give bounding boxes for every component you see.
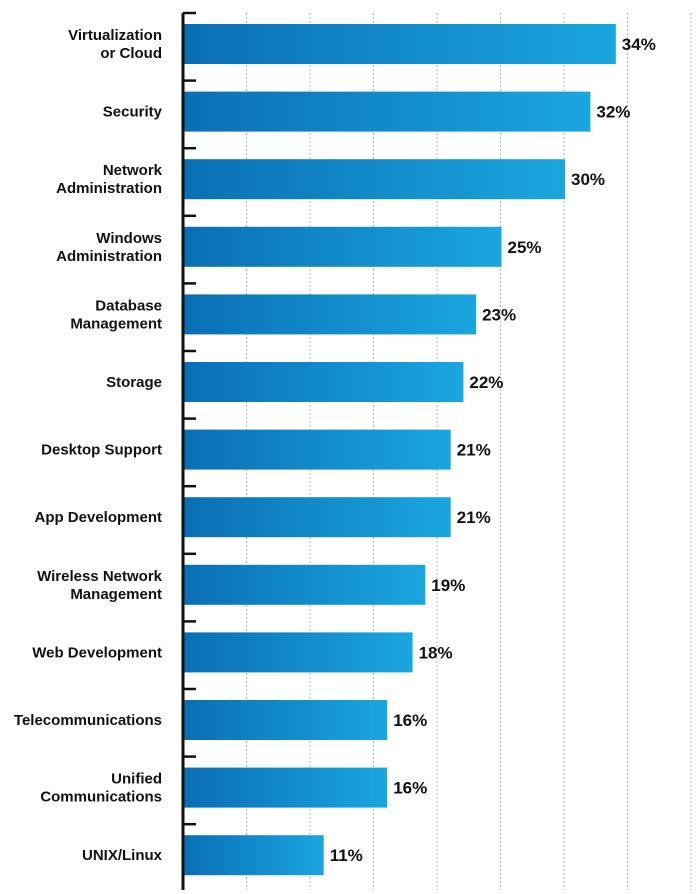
category-label: Storage	[106, 374, 162, 391]
category-label: App Development	[34, 509, 162, 526]
category-label: Web Development	[32, 644, 162, 661]
value-label: 19%	[431, 576, 465, 595]
value-label: 16%	[393, 711, 427, 730]
category-label: Unified Communications	[40, 771, 162, 806]
bar	[184, 227, 502, 267]
value-label: 21%	[457, 508, 491, 527]
bar	[184, 497, 451, 537]
bar	[184, 430, 451, 470]
value-label: 22%	[469, 373, 503, 392]
bar	[184, 835, 324, 875]
category-label: Wireless Network Management	[37, 568, 163, 603]
category-label: Telecommunications	[14, 712, 162, 729]
value-label: 16%	[393, 779, 427, 798]
bar	[184, 159, 565, 199]
category-label: Network Administration	[56, 162, 162, 197]
value-label: 32%	[596, 103, 630, 122]
category-label: Desktop Support	[41, 442, 162, 459]
value-label: 25%	[508, 238, 542, 257]
bars	[184, 24, 616, 875]
bar	[184, 700, 387, 740]
value-label: 11%	[330, 846, 363, 865]
category-label: Windows Administration	[56, 230, 162, 265]
bar	[184, 565, 425, 605]
value-label: 30%	[571, 170, 605, 189]
category-label: Database Management	[70, 297, 162, 332]
category-label: UNIX/Linux	[82, 847, 163, 864]
bar	[184, 632, 413, 672]
bar	[184, 92, 590, 132]
category-label: Security	[103, 104, 163, 121]
bar	[184, 24, 616, 64]
category-label: Virtualization or Cloud	[68, 27, 162, 62]
value-label: 23%	[482, 305, 516, 324]
bar	[184, 294, 476, 334]
bar	[184, 362, 463, 402]
value-label: 21%	[457, 441, 491, 460]
bar	[184, 768, 387, 808]
value-label: 18%	[419, 643, 453, 662]
value-label: 34%	[622, 35, 656, 54]
